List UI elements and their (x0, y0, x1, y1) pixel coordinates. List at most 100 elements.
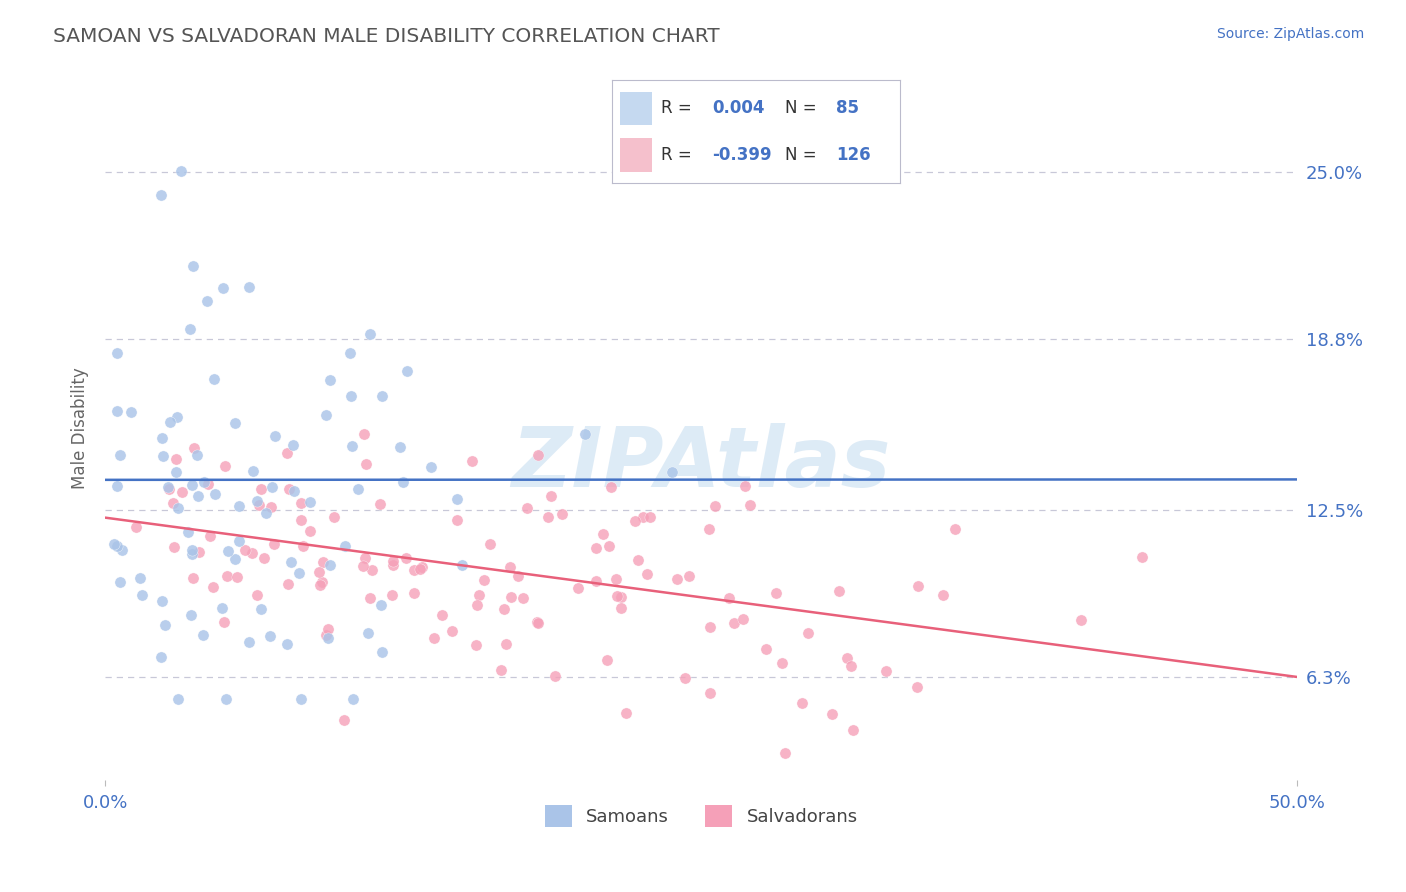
Point (540, 489, 562, 503)
Point (544, 669, 567, 683)
Point (180, 607, 202, 622)
Point (249, 482, 271, 496)
Y-axis label: Male Disability: Male Disability (72, 368, 89, 490)
Point (339, 389, 361, 403)
Point (432, 608, 454, 623)
Point (699, 522, 721, 536)
Point (404, 586, 426, 600)
Point (131, 588, 153, 602)
Point (738, 498, 761, 512)
Point (105, 404, 128, 418)
Point (155, 618, 177, 632)
Point (636, 567, 658, 582)
Point (224, 552, 246, 566)
Point (537, 510, 560, 524)
Point (333, 713, 356, 727)
Point (318, 373, 340, 387)
Point (259, 628, 281, 642)
Point (193, 628, 215, 642)
Point (354, 457, 377, 471)
Point (678, 569, 700, 583)
Point (411, 559, 433, 574)
Point (361, 563, 384, 577)
Point (125, 520, 148, 534)
Point (339, 346, 361, 360)
Point (596, 652, 619, 666)
Legend: Samoans, Salvadorans: Samoans, Salvadorans (537, 797, 865, 834)
Point (875, 665, 897, 679)
Point (370, 598, 392, 612)
Point (290, 496, 312, 510)
Point (312, 556, 335, 570)
Point (382, 554, 405, 568)
Point (105, 346, 128, 360)
Point (699, 686, 721, 700)
Point (931, 588, 953, 602)
Point (260, 500, 283, 514)
Point (180, 547, 202, 561)
Point (228, 533, 250, 548)
Point (217, 568, 239, 582)
Point (165, 465, 187, 479)
Point (217, 543, 239, 558)
Point (370, 389, 392, 403)
Point (673, 671, 696, 685)
Point (298, 495, 321, 509)
Text: N =: N = (785, 145, 821, 163)
Point (446, 491, 468, 506)
Text: 0.004: 0.004 (713, 100, 765, 118)
Point (181, 542, 204, 557)
Point (755, 642, 778, 657)
Bar (620, 137, 652, 171)
Point (233, 543, 256, 558)
Point (841, 658, 863, 673)
Point (342, 691, 364, 706)
Point (277, 577, 299, 591)
Point (842, 723, 865, 737)
Point (298, 524, 321, 539)
Point (770, 657, 793, 671)
Point (197, 477, 219, 491)
Point (723, 616, 745, 631)
Point (461, 454, 484, 468)
Point (451, 558, 474, 572)
Point (837, 651, 859, 665)
Point (283, 483, 305, 498)
Point (108, 575, 131, 590)
Point (240, 546, 263, 560)
Point (264, 429, 287, 443)
Point (276, 637, 298, 651)
Point (498, 560, 520, 574)
Point (699, 620, 721, 634)
Point (446, 513, 468, 527)
Point (616, 706, 638, 720)
Point (179, 322, 201, 336)
Point (226, 570, 249, 584)
Point (592, 527, 614, 541)
Point (159, 415, 181, 429)
Point (395, 550, 418, 565)
Point (253, 550, 276, 565)
Point (943, 522, 966, 536)
Point (309, 578, 332, 592)
Text: 85: 85 (837, 100, 859, 118)
Point (527, 616, 550, 631)
Point (276, 446, 298, 460)
Text: N =: N = (785, 100, 821, 118)
Point (499, 590, 522, 604)
Point (340, 439, 363, 453)
Point (353, 427, 375, 442)
Point (186, 448, 208, 462)
Point (150, 594, 173, 608)
Point (479, 536, 502, 550)
Point (212, 615, 235, 630)
Point (246, 494, 269, 508)
Point (111, 543, 134, 558)
Point (247, 498, 270, 512)
Point (315, 628, 337, 642)
Point (105, 478, 128, 492)
Point (605, 572, 627, 586)
Point (828, 584, 851, 599)
Point (790, 696, 813, 710)
Point (162, 496, 184, 510)
